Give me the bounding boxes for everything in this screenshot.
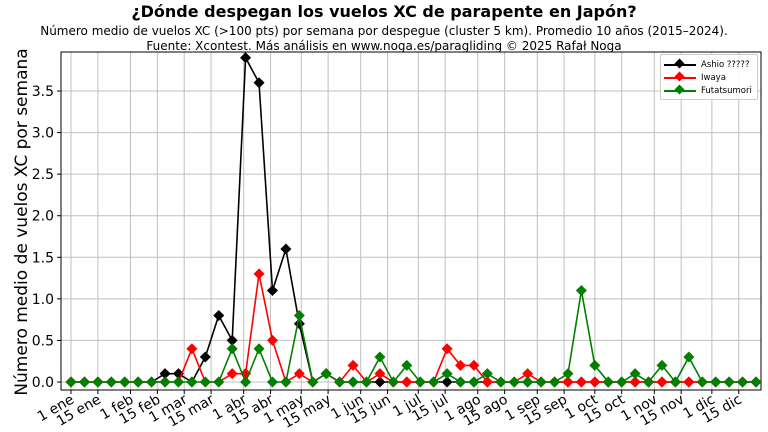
- legend-item-ashio: Ashio ?????: [664, 58, 749, 71]
- chart-source: Fuente: Xcontest. Más análisis en www.no…: [146, 39, 622, 53]
- svg-text:0.0: 0.0: [32, 375, 54, 391]
- svg-text:3.5: 3.5: [32, 84, 54, 100]
- diamond-marker-icon: [664, 84, 696, 97]
- diamond-marker-icon: [664, 71, 696, 84]
- svg-text:3.0: 3.0: [32, 126, 54, 142]
- svg-text:1.0: 1.0: [32, 292, 54, 308]
- legend-item-iwaya: Iwaya: [664, 71, 726, 84]
- svg-text:1.5: 1.5: [32, 250, 54, 266]
- svg-text:2.5: 2.5: [32, 167, 54, 183]
- legend: Ashio ????? Iwaya Futatsumori: [660, 54, 758, 100]
- legend-item-futatsumori: Futatsumori: [664, 84, 752, 97]
- svg-text:2.0: 2.0: [32, 209, 54, 225]
- chart-title: ¿Dónde despegan los vuelos XC de parapen…: [131, 2, 637, 21]
- svg-text:0.5: 0.5: [32, 333, 54, 349]
- chart-subtitle: Número medio de vuelos XC (>100 pts) por…: [40, 24, 728, 38]
- diamond-marker-icon: [664, 58, 696, 71]
